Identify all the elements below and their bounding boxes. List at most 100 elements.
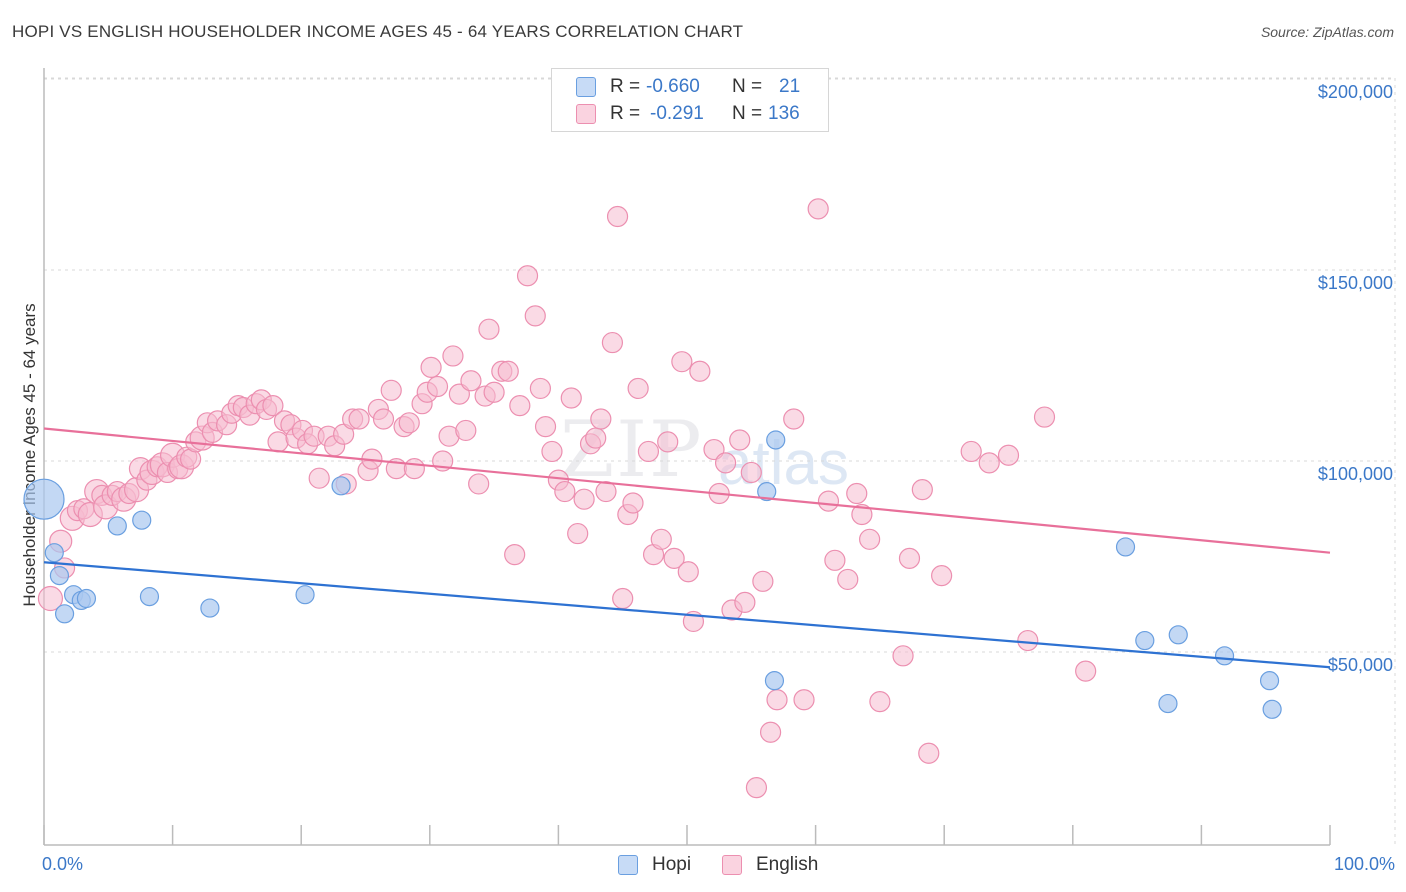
- english-point: [1033, 406, 1056, 428]
- hopi-point: [331, 476, 351, 496]
- english-point: [448, 383, 470, 405]
- x-tick-label-max: 100.0%: [1334, 854, 1395, 874]
- english-point: [601, 331, 624, 354]
- hopi-point: [295, 585, 315, 605]
- hopi-point: [54, 604, 75, 624]
- english-point: [348, 408, 370, 430]
- hopi-point: [764, 671, 785, 691]
- english-point: [898, 547, 921, 570]
- english-point: [372, 408, 395, 430]
- hopi-point: [757, 481, 777, 502]
- english-point: [846, 482, 868, 505]
- english-point: [380, 379, 402, 401]
- english-point: [504, 543, 526, 566]
- hopi-r-label: R =: [610, 76, 641, 97]
- hopi-points: [23, 430, 1282, 719]
- hopi-point: [200, 598, 220, 618]
- axes: [43, 68, 1331, 846]
- english-n-label: N =: [732, 103, 763, 124]
- hopi-legend-label: Hopi: [652, 854, 692, 875]
- english-point: [37, 585, 64, 612]
- english-points: [37, 198, 1097, 799]
- tick-labels: $50,000 $100,000 $150,000 $200,000 0.0% 100.0…: [42, 82, 1395, 874]
- english-r-label: R =: [610, 103, 641, 124]
- english-point: [468, 473, 490, 495]
- english-point: [869, 691, 891, 713]
- english-point: [703, 438, 725, 461]
- hopi-legend-swatch: [618, 855, 638, 875]
- english-point: [426, 375, 449, 398]
- english-point: [524, 305, 546, 327]
- english-point: [745, 777, 768, 799]
- english-point: [595, 480, 617, 503]
- legend-item-hopi[interactable]: Hopi: [618, 852, 691, 878]
- hopi-point: [1158, 693, 1178, 714]
- english-point: [677, 561, 699, 583]
- english-point: [516, 265, 539, 287]
- english-point: [483, 381, 505, 403]
- english-point: [759, 721, 782, 743]
- english-point: [567, 522, 589, 545]
- english-point: [573, 488, 595, 510]
- english-point: [851, 503, 873, 526]
- english-point: [807, 198, 829, 220]
- english-point: [837, 568, 859, 591]
- y-tick-label: $100,000: [1318, 464, 1393, 484]
- hopi-point: [107, 516, 127, 536]
- english-point: [541, 440, 563, 463]
- english-point: [534, 416, 557, 438]
- english-point: [1075, 660, 1097, 682]
- english-point: [671, 351, 693, 373]
- gridlines: [44, 77, 1396, 845]
- english-point: [650, 528, 672, 550]
- english-point: [585, 427, 607, 449]
- english-point: [460, 370, 482, 392]
- english-point: [590, 408, 612, 430]
- hopi-swatch: [576, 77, 596, 97]
- y-tick-label: $200,000: [1318, 82, 1393, 102]
- hopi-point: [1135, 630, 1155, 651]
- english-point: [892, 645, 914, 667]
- english-point: [554, 480, 576, 503]
- english-point: [267, 431, 289, 453]
- english-point: [997, 444, 1020, 466]
- english-point: [729, 429, 751, 451]
- english-point: [824, 549, 846, 571]
- english-point: [960, 440, 982, 463]
- x-tick-label-min: 0.0%: [42, 854, 83, 874]
- series-legend: Hopi English: [0, 852, 1406, 878]
- hopi-point: [23, 478, 65, 520]
- hopi-n-value: 21: [779, 76, 801, 97]
- hopi-point: [44, 543, 64, 563]
- source-credit: Source: ZipAtlas.com: [1260, 24, 1394, 40]
- english-point: [398, 412, 420, 434]
- english-point: [859, 528, 881, 550]
- hopi-point: [49, 565, 70, 586]
- chart-title: HOPI VS ENGLISH HOUSEHOLDER INCOME AGES …: [12, 22, 744, 41]
- english-point: [689, 360, 711, 382]
- y-tick-label: $50,000: [1328, 655, 1393, 675]
- english-swatch: [576, 104, 596, 124]
- legend-item-english[interactable]: English: [722, 852, 818, 878]
- english-point: [931, 564, 953, 587]
- english-point: [509, 395, 531, 417]
- hopi-point: [1259, 671, 1280, 691]
- hopi-point: [1115, 537, 1136, 557]
- english-point: [455, 419, 477, 442]
- english-point: [262, 395, 284, 417]
- english-point: [612, 587, 634, 610]
- hopi-point: [1168, 625, 1188, 645]
- english-point: [308, 467, 330, 489]
- english-point: [714, 452, 737, 474]
- hopi-r-value: -0.660: [646, 76, 700, 97]
- english-trend-line: [43, 427, 1331, 554]
- english-point: [978, 452, 1000, 474]
- hopi-trend-line: [43, 561, 1331, 669]
- hopi-point: [1214, 646, 1235, 666]
- english-point: [1017, 629, 1039, 652]
- english-n-value: 136: [768, 103, 800, 124]
- english-point: [817, 490, 840, 512]
- english-point: [637, 440, 660, 463]
- english-point: [911, 479, 933, 501]
- hopi-point: [1262, 699, 1282, 719]
